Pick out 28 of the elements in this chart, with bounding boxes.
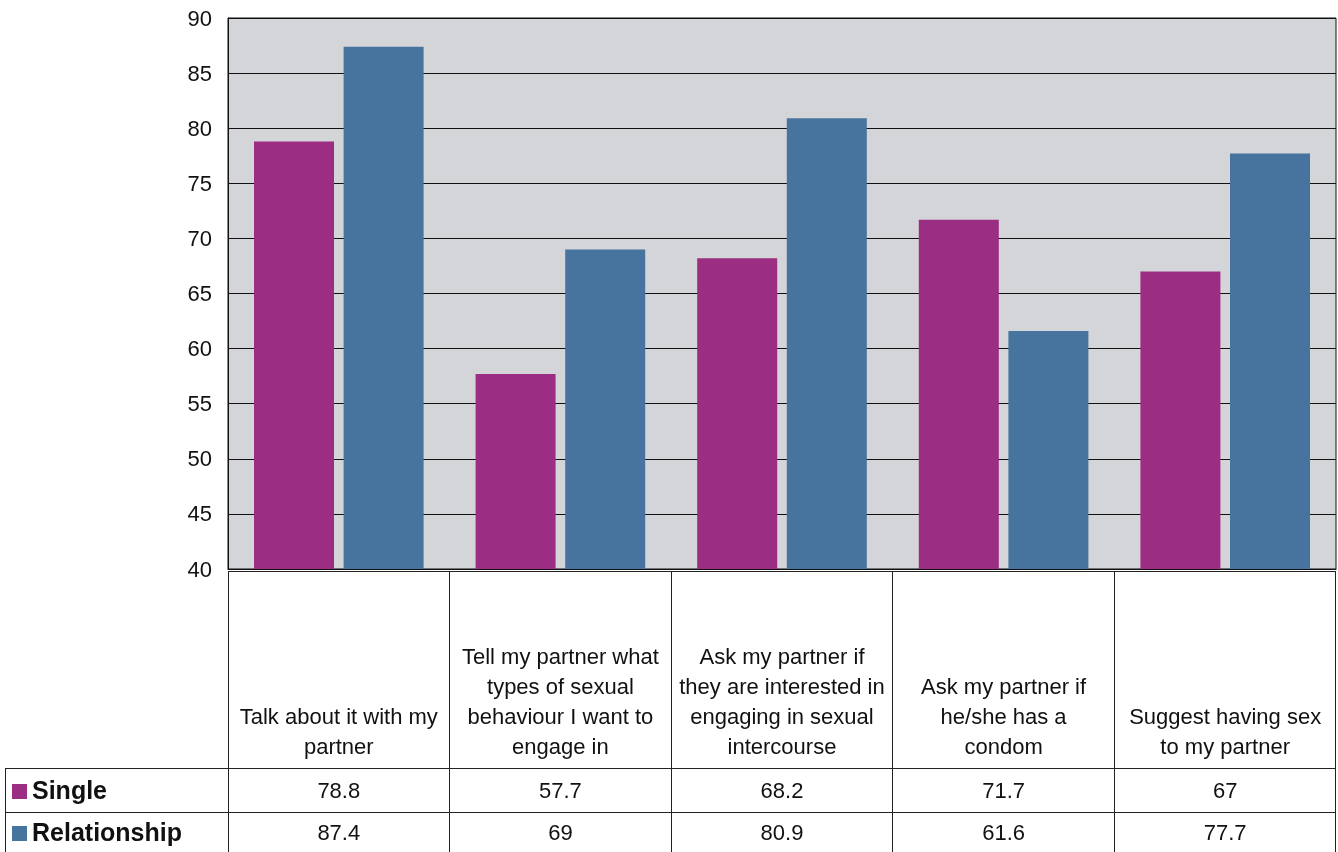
y-tick-label: 70	[187, 225, 212, 251]
x-tick-label: Talk about it with my partner	[228, 571, 450, 769]
data-label: 78.8	[228, 768, 450, 813]
x-tick-label: Suggest having sex to my partner	[1114, 571, 1336, 769]
data-label: 71.7	[892, 768, 1115, 813]
data-label: 77.7	[1114, 812, 1336, 852]
y-tick-label: 55	[187, 391, 212, 417]
legend-label: Relationship	[5, 812, 228, 852]
data-label: 67	[1114, 768, 1336, 813]
x-tick-label: Ask my partner if they are interested in engaging in sexual intercourse	[671, 571, 893, 769]
y-tick-label: 85	[187, 60, 212, 86]
data-label: 57.7	[449, 768, 672, 813]
y-tick-label: 75	[187, 170, 212, 196]
y-tick-label: 80	[187, 115, 212, 141]
legend-label: Single	[5, 768, 228, 813]
y-tick-label: 60	[187, 336, 212, 362]
y-tick-label: 45	[187, 501, 212, 527]
x-tick-label: Tell my partner what types of sexual behaviour I want to engage in	[449, 571, 672, 769]
data-label: 80.9	[671, 812, 893, 852]
y-tick-label: 50	[187, 446, 212, 472]
data-label: 68.2	[671, 768, 893, 813]
y-tick-label: 90	[187, 5, 212, 31]
y-tick-label: 65	[187, 281, 212, 306]
data-label: 61.6	[892, 812, 1115, 852]
y-tick-label: 40	[187, 556, 212, 582]
data-label: 69	[449, 812, 672, 852]
x-tick-label: Ask my partner if he/she has a condom	[892, 571, 1115, 769]
data-label: 87.4	[228, 812, 450, 852]
